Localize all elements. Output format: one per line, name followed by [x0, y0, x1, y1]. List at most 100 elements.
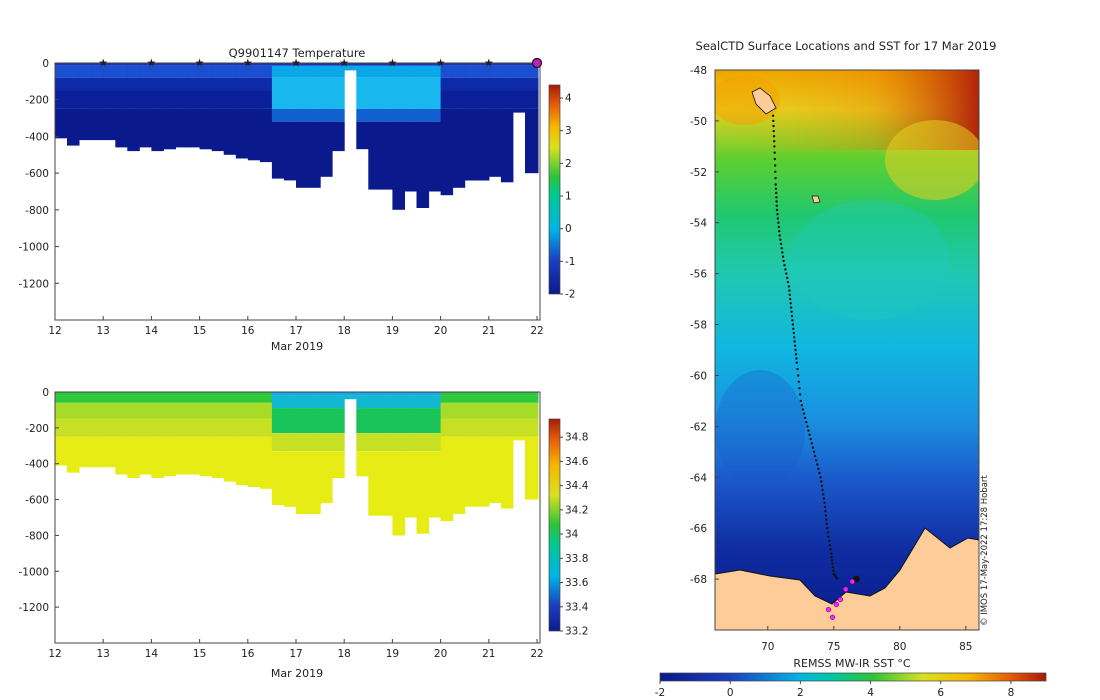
profile-cell	[320, 433, 333, 452]
profile-cell	[55, 402, 68, 419]
profile-cell	[452, 90, 466, 109]
profile-cell	[271, 77, 285, 109]
track-point	[806, 425, 809, 428]
lat-tick-label: -52	[690, 167, 707, 179]
profile-cell	[67, 77, 80, 91]
profile-cell	[500, 402, 514, 419]
x-tick-label: 14	[145, 648, 159, 660]
profile-cell	[404, 108, 417, 122]
salinity-section-plot	[55, 392, 539, 536]
profile-cell	[332, 395, 345, 409]
profile-cell	[464, 90, 478, 109]
profile-cell	[247, 63, 261, 66]
profile-cell	[259, 108, 273, 163]
profile-cell	[223, 77, 237, 91]
profile-cell	[67, 65, 80, 78]
track-point	[820, 480, 823, 483]
track-point	[805, 420, 808, 424]
profile-cell	[512, 65, 526, 78]
profile-cell	[103, 65, 116, 78]
track-point	[775, 196, 778, 199]
profile-cell	[525, 395, 538, 403]
profile-cell	[259, 77, 273, 91]
profile-cell	[211, 395, 225, 403]
profile-cell	[488, 77, 502, 91]
profile-location	[849, 578, 855, 585]
profile-cell	[537, 108, 539, 174]
track-point	[815, 459, 818, 462]
lat-tick-label: -64	[690, 472, 707, 484]
profile-cell	[187, 402, 201, 419]
colorbar-tick-label: 4	[565, 93, 572, 105]
profile-cell	[428, 63, 442, 66]
profile-cell	[404, 451, 417, 518]
temperature-colorbar	[548, 84, 561, 295]
heard-island	[811, 195, 821, 204]
track-point	[824, 510, 827, 513]
profile-cell	[525, 436, 538, 500]
profile-cell	[115, 418, 128, 437]
profile-cell	[356, 395, 369, 409]
profile-cell	[332, 408, 345, 434]
track-point	[771, 114, 775, 118]
track-point	[800, 404, 804, 407]
profile-cell	[151, 65, 164, 78]
profile-marker: ★	[387, 57, 397, 70]
profile-cell	[308, 65, 321, 78]
profile-cell	[151, 77, 164, 91]
profile-cell	[103, 63, 116, 66]
track-point	[813, 454, 817, 458]
profile-cell	[344, 63, 357, 66]
profile-cell	[103, 90, 116, 109]
sst-colorbar-tick-label: 8	[1008, 687, 1015, 699]
profile-cell	[368, 108, 381, 122]
profile-cell	[175, 77, 189, 91]
profile-cell	[139, 108, 152, 148]
profile-cell	[283, 433, 297, 452]
profile-cell	[488, 90, 502, 109]
lon-tick-label: 80	[893, 641, 906, 653]
profile-cell	[452, 436, 466, 514]
profile-cell	[271, 408, 285, 434]
profile-cell	[440, 65, 454, 78]
x-tick-label: 16	[241, 648, 255, 660]
profile-cell	[67, 392, 80, 396]
map-title: SealCTD Surface Locations and SST for 17…	[696, 39, 997, 53]
track-point	[790, 314, 794, 318]
track-point	[782, 259, 785, 263]
profile-cell	[175, 108, 189, 148]
profile-cell	[91, 90, 104, 109]
profile-cell	[211, 65, 225, 78]
colorbar-tick-label: 34.4	[565, 480, 589, 492]
profile-cell	[525, 402, 538, 419]
profile-cell	[127, 90, 140, 109]
profile-cell	[356, 408, 369, 434]
profile-cell	[308, 121, 321, 188]
profile-cell	[79, 65, 92, 78]
track-point	[809, 437, 812, 441]
profile-cell	[199, 77, 213, 91]
x-tick-label: 19	[386, 648, 399, 660]
profile-cell	[416, 408, 430, 434]
profile-cell	[91, 108, 104, 141]
profile-cell	[320, 108, 333, 122]
profile-cell	[199, 108, 213, 150]
profile-cell	[55, 395, 68, 403]
profile-marker: ★	[98, 57, 108, 70]
profile-cell	[512, 77, 526, 91]
profile-location	[829, 614, 836, 620]
profile-cell	[380, 63, 393, 66]
profile-cell	[392, 108, 405, 122]
track-point	[830, 559, 834, 562]
profile-cell	[464, 108, 478, 181]
profile-cell	[308, 108, 321, 122]
profile-cell	[416, 392, 430, 396]
profile-cell	[79, 436, 92, 468]
profile-cell	[139, 77, 152, 91]
profile-cell	[223, 90, 237, 109]
track-point	[812, 450, 816, 453]
track-point	[773, 140, 776, 143]
profile-cell	[512, 108, 526, 113]
track-point	[789, 306, 793, 309]
profile-cell	[127, 65, 140, 78]
